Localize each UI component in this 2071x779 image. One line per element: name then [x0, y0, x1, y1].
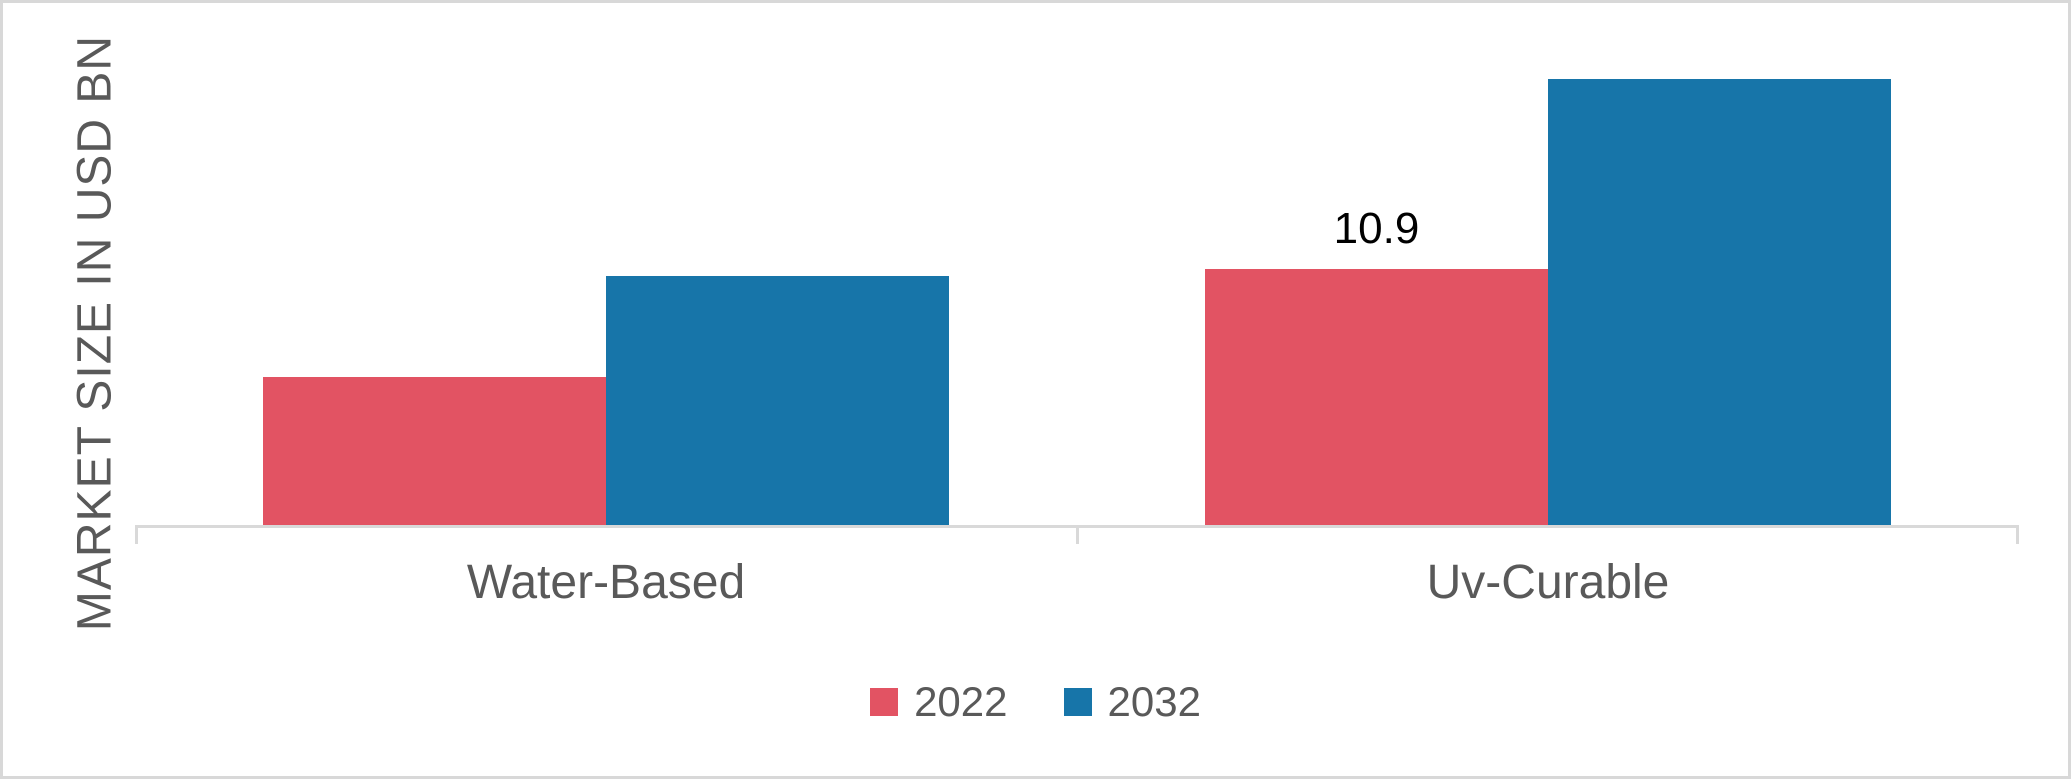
bar-data-label: 10.9 [1333, 203, 1420, 253]
x-axis-labels: Water-Based Uv-Curable [135, 555, 2019, 610]
x-axis-tick [1076, 525, 1079, 544]
bar-slot-2022-water-based [263, 55, 606, 525]
bar-slot-2032-uv-curable [1548, 55, 1891, 525]
legend-swatch-2022 [870, 688, 899, 716]
legend: 2022 2032 [3, 681, 2068, 723]
bar-2032-uv-curable [1548, 78, 1891, 525]
category-group-water-based [135, 55, 1077, 525]
bar-2022-uv-curable [1205, 268, 1548, 525]
bar-slot-2032-water-based [606, 55, 949, 525]
y-axis-title: MARKET SIZE IN USD BN [68, 34, 122, 632]
category-label-uv-curable: Uv-Curable [1426, 556, 1670, 609]
category-label-water-based: Water-Based [466, 556, 746, 609]
bar-slot-2022-uv-curable: 10.9 [1205, 55, 1548, 525]
x-axis-tick [135, 525, 138, 544]
legend-label-2032: 2032 [1107, 678, 1201, 725]
legend-item-2032: 2032 [1063, 678, 1201, 725]
legend-item-2022: 2022 [870, 678, 1008, 725]
plot-area: 10.9 [135, 55, 2019, 525]
x-axis-tick [2016, 525, 2019, 544]
legend-swatch-2032 [1063, 688, 1092, 716]
bar-2022-water-based [263, 376, 606, 525]
bar-2032-water-based [606, 275, 949, 525]
legend-label-2022: 2022 [914, 678, 1008, 725]
category-group-uv-curable: 10.9 [1077, 55, 2019, 525]
